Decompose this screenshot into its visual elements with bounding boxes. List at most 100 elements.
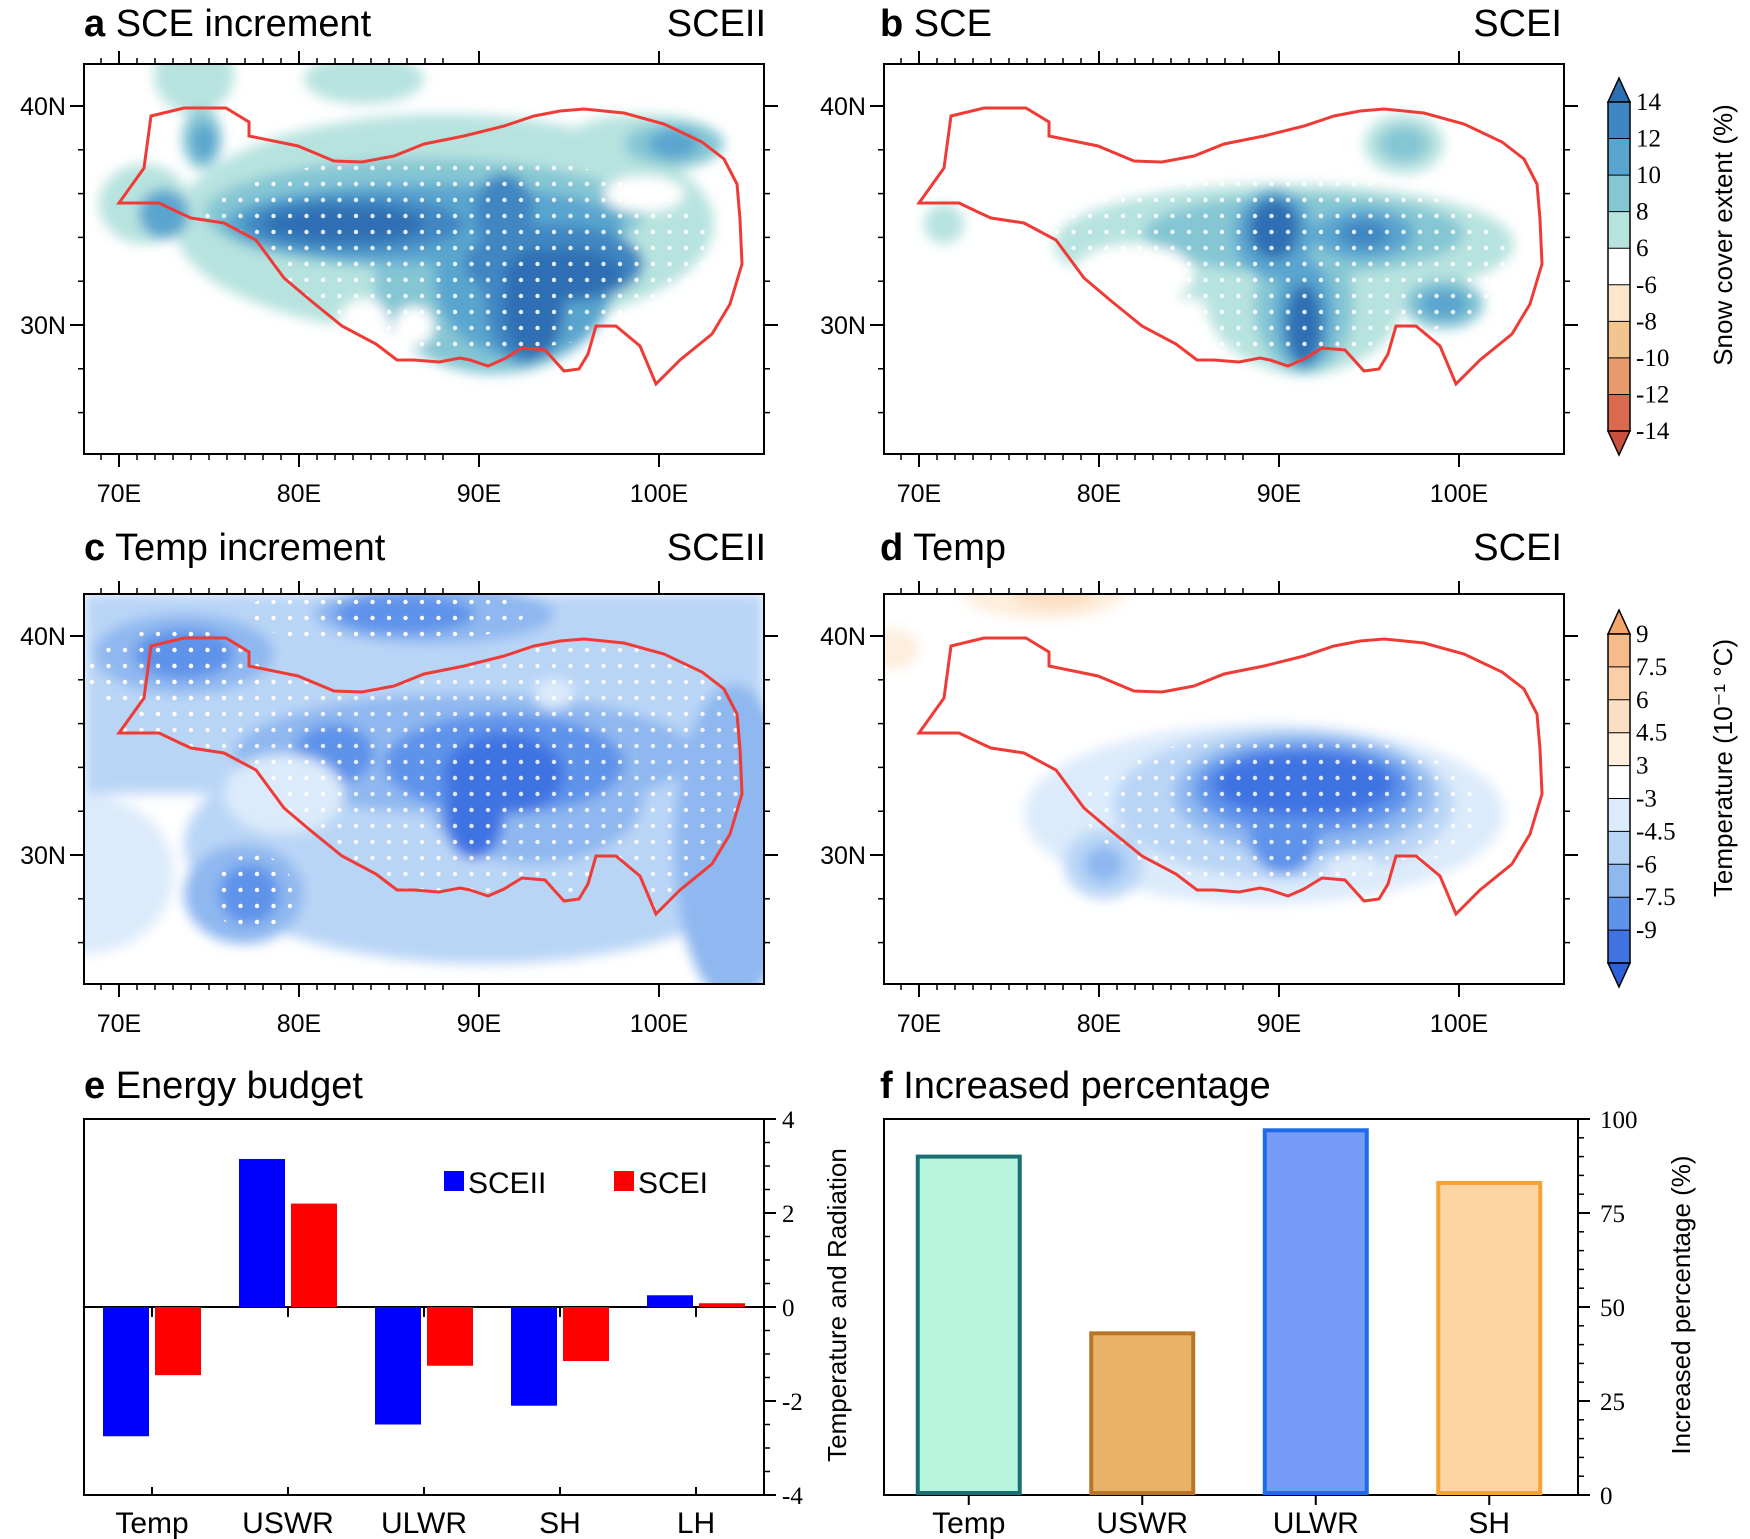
lon-label: 80E — [277, 480, 321, 508]
colorbar-tick-label: -4.5 — [1636, 818, 1676, 845]
colorbar-tick-label: -9 — [1636, 917, 1657, 944]
bar — [1089, 1331, 1196, 1495]
map-temp — [883, 593, 1565, 985]
legend-label: SCEI — [638, 1167, 708, 1200]
panel-a: a SCE increment SCEII — [83, 3, 766, 455]
colorbar-swatch — [1608, 284, 1630, 322]
y-tick-label: 100 — [1600, 1107, 1638, 1134]
lon-label: 80E — [1077, 1010, 1121, 1038]
colorbar-swatch — [1608, 248, 1630, 285]
panel-b: b SCE SCEI — [880, 3, 1565, 455]
y-tick-label: 75 — [1600, 1201, 1625, 1228]
colorbar-swatch — [1608, 394, 1630, 431]
colorbar-tick-label: -12 — [1636, 381, 1669, 408]
map-sce — [883, 63, 1565, 455]
svg-text:d Temp: d Temp — [880, 527, 1006, 569]
colorbar-swatch — [1606, 430, 1632, 457]
colorbar-tick-label: -6 — [1636, 272, 1657, 299]
colorbar-swatch — [1608, 864, 1630, 898]
bar-scei — [563, 1307, 609, 1362]
panel-c: c Temp increment SCEII — [83, 527, 766, 985]
map-sce-increment — [83, 63, 765, 455]
bar — [1262, 1128, 1369, 1496]
colorbar-swatch — [1608, 211, 1630, 249]
colorbar-swatch — [1608, 138, 1630, 176]
colorbar-swatch — [1608, 357, 1630, 395]
y-tick-label: 0 — [782, 1295, 795, 1322]
colorbar-tick-label: 14 — [1636, 89, 1662, 116]
colorbar-swatch — [1608, 699, 1630, 733]
panel-a-title: SCE increment — [116, 3, 372, 45]
colorbar-swatch — [1608, 732, 1630, 766]
colorbar-swatch — [1608, 765, 1630, 799]
chart-energy-budget: 4 2 0 -2 -4 Temp USWR ULWR SH LH SCEII SCEI — [83, 1107, 803, 1539]
y-tick-label: -4 — [782, 1483, 803, 1510]
colorbar-tick-label: 4.5 — [1636, 720, 1667, 747]
svg-text:b SCE: b SCE — [880, 3, 992, 45]
lat-label: 40N — [820, 93, 866, 121]
colorbar-temp-bar: 9 7.5 6 4.5 3 -3 -4.5 -6 -7.5 -9 — [1606, 608, 1676, 989]
legend-swatch — [444, 1171, 464, 1191]
colorbar-tick-label: -6 — [1636, 851, 1657, 878]
chart-increased-percentage: 100 75 50 25 0 Temp USWR ULWR SH — [883, 1107, 1638, 1539]
colorbar-tick-label: 9 — [1636, 621, 1649, 648]
y-tick-label: 4 — [782, 1107, 795, 1134]
lon-label: 100E — [1430, 480, 1488, 508]
colorbar-tick-label: -3 — [1636, 786, 1657, 813]
panel-f-letter: f — [880, 1065, 893, 1107]
colorbar-tick-label: 6 — [1636, 687, 1649, 714]
map-axes: 70E 80E 90E 100E 40N 30N 70E 80E 90E 100E 40N 30N 70… — [20, 51, 1578, 1038]
lon-label: 70E — [897, 480, 941, 508]
colorbar-swatch — [1606, 608, 1632, 635]
panel-b-letter: b — [880, 3, 903, 45]
lat-label: 30N — [20, 312, 66, 340]
colorbar-tick-label: -10 — [1636, 345, 1669, 372]
colorbar-tick-label: 8 — [1636, 199, 1649, 226]
map-temp-increment — [83, 593, 765, 985]
lon-label: 100E — [1430, 1010, 1488, 1038]
panel-a-tag: SCEII — [667, 3, 766, 45]
panel-c-title: Temp increment — [115, 527, 386, 569]
panel-f-title: Increased percentage — [903, 1065, 1271, 1107]
colorbar-tick-label: -7.5 — [1636, 884, 1676, 911]
chart-e-ylabel: Temperature and Radiation — [822, 1148, 852, 1462]
lat-label: 40N — [820, 623, 866, 651]
panel-b-title: SCE — [914, 3, 992, 45]
lat-label: 30N — [20, 842, 66, 870]
panel-d-letter: d — [880, 527, 903, 569]
category-label: Temp — [932, 1507, 1005, 1539]
category-label: ULWR — [1273, 1507, 1359, 1539]
panel-d-tag: SCEI — [1473, 527, 1562, 569]
lon-label: 100E — [630, 1010, 688, 1038]
bar-sceii — [239, 1158, 285, 1307]
panel-e: e Energy budget 4 2 0 -2 -4 Temp USWR ULWR SH LH S… — [83, 1065, 852, 1539]
lat-label: 30N — [820, 842, 866, 870]
bar-scei — [155, 1307, 201, 1376]
colorbar-tick-label: 10 — [1636, 162, 1661, 189]
colorbar-swatch — [1608, 175, 1630, 212]
colorbar-swatch — [1608, 798, 1630, 832]
lat-label: 40N — [20, 623, 66, 651]
colorbar-swatch — [1608, 831, 1630, 865]
bar-sceii — [103, 1307, 149, 1437]
svg-text:f Increased percentage: f Increased percentage — [880, 1065, 1271, 1107]
svg-text:e Energy budget: e Energy budget — [84, 1065, 363, 1107]
colorbar-tick-label: 6 — [1636, 235, 1649, 262]
colorbar-sce: 14 12 10 8 6 -6 -8 -10 -12 -14 Snow cover extent … — [1606, 76, 1738, 457]
colorbar-swatch — [1606, 76, 1632, 103]
y-tick-label: 25 — [1600, 1389, 1625, 1416]
panel-e-letter: e — [84, 1065, 105, 1107]
category-label: LH — [677, 1507, 715, 1539]
panel-a-letter: a — [84, 3, 106, 45]
colorbar-temp: 9 7.5 6 4.5 3 -3 -4.5 -6 -7.5 -9 Temperature (10⁻… — [1606, 608, 1738, 989]
category-label: SH — [1468, 1507, 1510, 1539]
colorbar-tick-label: -14 — [1636, 418, 1670, 445]
bar — [915, 1154, 1022, 1495]
category-label: Temp — [115, 1507, 188, 1539]
panel-e-title: Energy budget — [116, 1065, 364, 1107]
colorbar-swatch — [1606, 962, 1632, 989]
colorbar-swatch — [1608, 930, 1630, 963]
panel-f: f Increased percentage 100 75 50 25 0 Temp USW… — [880, 1065, 1696, 1539]
panel-b-tag: SCEI — [1473, 3, 1562, 45]
